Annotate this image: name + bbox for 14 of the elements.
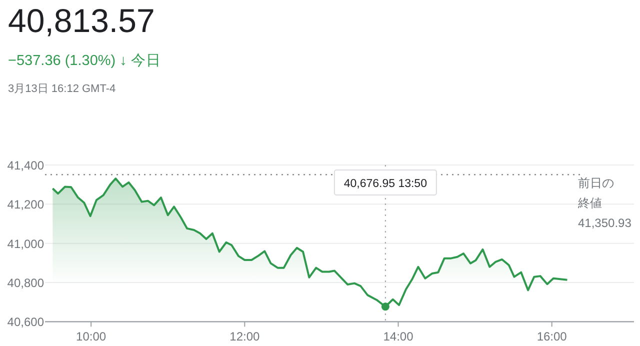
y-tick-label: 40,600	[7, 315, 44, 330]
y-tick-label: 40,800	[7, 276, 44, 290]
x-tick-label: 16:00	[536, 330, 568, 344]
x-tick-label: 12:00	[230, 330, 260, 344]
x-tick-label: 10:00	[76, 330, 106, 344]
text: 3月13日 16:12 GMT-4	[8, 83, 116, 95]
x-tick-label: 14:00	[383, 330, 414, 344]
annotation: 40,676.95 13:50	[344, 178, 427, 190]
y-tick-label: 41,400	[7, 158, 44, 172]
y-tick-label: 41,200	[7, 198, 44, 212]
chart-title: 40,813.57	[8, 2, 155, 39]
y-tick-label: 41,000	[7, 236, 44, 251]
chart-subtitle: −537.36 (1.30%) ↓ 今日	[8, 52, 161, 69]
ref-line-label: 前日の終値 41,350.93	[577, 176, 632, 230]
